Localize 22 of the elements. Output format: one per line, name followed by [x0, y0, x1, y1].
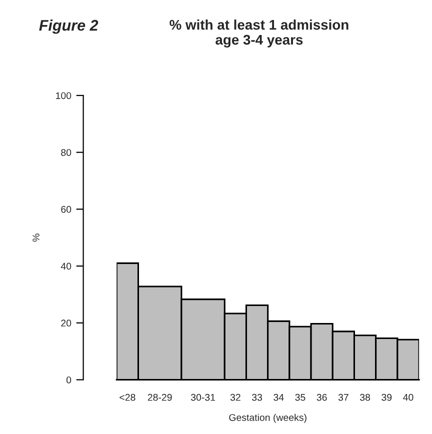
chart-title: % with at least 1 admission age 3-4 years — [170, 20, 348, 48]
x-tick-label: 33 — [252, 394, 262, 401]
x-tick-label: <28 — [120, 394, 136, 401]
x-tick-label: 38 — [360, 394, 370, 401]
x-tick-label: 34 — [274, 394, 284, 401]
y-tick-label: 80 — [61, 149, 72, 156]
x-tick-label: 35 — [295, 394, 306, 401]
y-tick-label: 0 — [66, 376, 72, 384]
x-tick-label: 30-31 — [190, 394, 215, 401]
x-tick-label: 28-29 — [148, 394, 172, 401]
x-tick-label: 40 — [403, 394, 414, 401]
x-axis-title: Gestation (weeks) — [229, 414, 306, 423]
y-tick-label: 60 — [61, 206, 72, 213]
x-tick-label: 32 — [230, 394, 240, 401]
x-tick-label: 36 — [316, 394, 327, 401]
x-tick-label: 39 — [382, 394, 392, 401]
y-tick-label: 40 — [60, 262, 72, 270]
x-tick-label: 37 — [338, 394, 348, 401]
y-tick-label: 20 — [61, 320, 72, 327]
caption: Figure 2 — [39, 20, 98, 34]
y-tick-label: 100 — [56, 92, 72, 100]
y-axis-title: % — [32, 234, 40, 242]
